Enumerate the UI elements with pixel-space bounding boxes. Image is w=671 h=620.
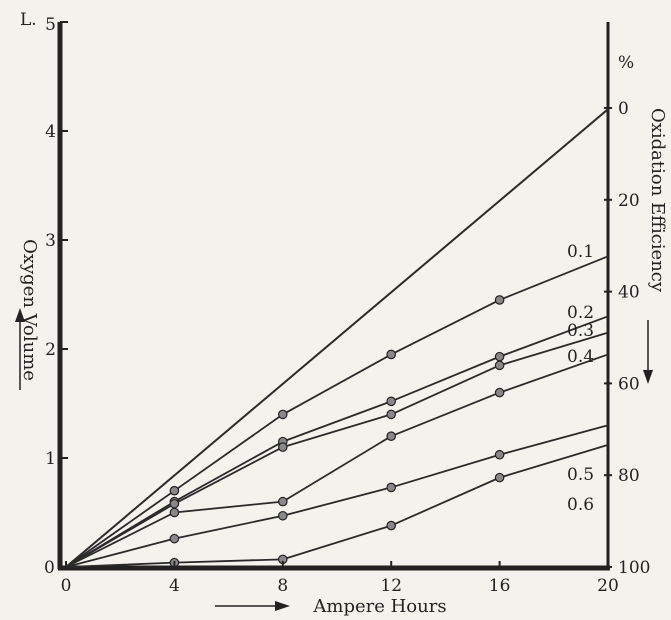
data-point	[277, 442, 288, 452]
data-point	[386, 482, 396, 493]
data-point	[169, 485, 180, 496]
x-axis-arrowhead	[275, 601, 290, 611]
data-point	[169, 507, 180, 518]
series-line	[65, 424, 609, 568]
y-tick-label: 5	[45, 15, 56, 35]
series-line	[65, 444, 609, 568]
data-point	[494, 449, 505, 460]
y2-axis-title: Oxidation Efficiency	[647, 108, 668, 293]
x-axis-title: Ampere Hours	[312, 596, 446, 617]
series-label: 0.4	[567, 347, 594, 367]
y-axis-arrowhead	[15, 308, 25, 322]
y2-tick-label: 40	[618, 283, 640, 303]
y2-axis-arrowhead	[643, 370, 653, 384]
x-tick-label: 16	[489, 576, 511, 596]
series-label: 0.6	[567, 495, 594, 515]
y-unit-label: L.	[20, 10, 37, 30]
x-tick-label: 12	[380, 576, 402, 596]
y-tick-label: 4	[45, 122, 56, 142]
y-tick-label: 1	[45, 449, 56, 469]
data-point	[386, 349, 396, 360]
series-label: 0.2	[567, 303, 594, 323]
data-point	[386, 431, 396, 441]
y-axis-title: Oxygen Volume	[19, 239, 40, 381]
x-tick-label: 4	[169, 576, 180, 596]
y2-tick-label: 0	[618, 99, 629, 119]
x-tick-label: 0	[61, 576, 72, 596]
series-line	[65, 255, 609, 568]
data-point	[494, 360, 505, 371]
series-line	[65, 108, 609, 568]
data-point	[494, 295, 505, 305]
data-point	[494, 472, 505, 483]
x-tick-label: 8	[277, 576, 288, 596]
data-point	[494, 351, 505, 362]
data-point	[386, 409, 396, 420]
series-label: 0.3	[567, 321, 594, 341]
data-point	[169, 533, 180, 544]
data-point	[169, 498, 180, 509]
y2-tick-label: 60	[618, 374, 640, 394]
y2-tick-label: 100	[618, 558, 650, 578]
y-tick-label: 0	[44, 558, 55, 578]
data-point	[277, 496, 288, 507]
series-line	[65, 315, 609, 568]
data-point	[386, 396, 396, 407]
series-layer: 0.1 0.20.3 0.4 0.5 0.6	[65, 108, 609, 568]
series-line	[65, 353, 609, 568]
data-point	[494, 387, 505, 398]
data-point	[277, 510, 288, 521]
x-tick-label: 20	[597, 576, 619, 596]
data-point	[386, 520, 396, 531]
series-label: 0.5	[567, 465, 594, 485]
series-label: 0.1	[567, 242, 594, 262]
axes-frame	[57, 22, 610, 571]
y-tick-label: 2	[45, 340, 56, 360]
y-tick-label: 3	[45, 231, 56, 251]
y2-tick-label: 20	[618, 191, 640, 211]
series-line	[65, 331, 609, 568]
data-point	[277, 409, 288, 420]
y2-tick-label: 80	[618, 466, 640, 486]
y2-unit-label: %	[618, 53, 634, 73]
